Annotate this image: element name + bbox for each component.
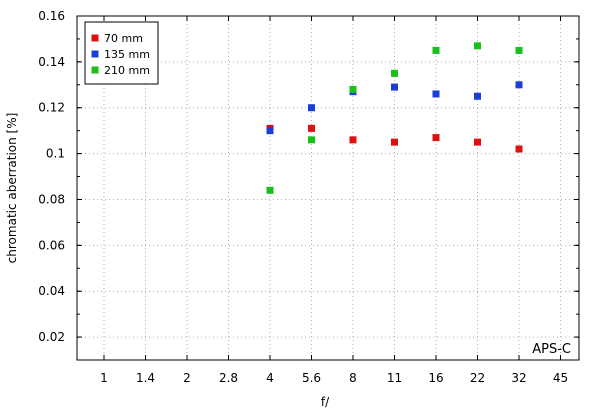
legend-label: 210 mm (104, 64, 150, 77)
y-tick-label: 0.14 (38, 55, 65, 69)
x-tick-labels: 1 1.4 2 2.8 4 5.6 8 11 16 22 32 45 (100, 371, 568, 385)
y-axis-title: chromatic aberration [%] (5, 113, 19, 264)
data-point (474, 92, 481, 100)
x-tick-label: 45 (553, 371, 568, 385)
y-tick-label: 0.16 (38, 9, 65, 23)
data-point (474, 138, 481, 146)
data-point (515, 46, 523, 54)
x-tick-label: 11 (387, 371, 402, 385)
data-point (349, 85, 357, 93)
data-point (308, 136, 315, 144)
legend-label: 70 mm (104, 32, 143, 45)
data-point (266, 186, 274, 194)
y-tick-labels: 0.02 0.04 0.06 0.08 0.1 0.12 0.14 0.16 (38, 9, 65, 344)
x-tick-label: 5.6 (302, 371, 321, 385)
data-point (308, 104, 315, 112)
x-tick-label: 32 (511, 371, 526, 385)
data-point (432, 46, 440, 54)
data-point (474, 42, 481, 50)
data-point (515, 145, 523, 153)
legend: 70 mm 135 mm 210 mm (84, 21, 159, 85)
x-axis-title: f/ (321, 395, 330, 409)
legend-marker (91, 50, 99, 58)
x-tick-label: 1.4 (136, 371, 155, 385)
y-tick-label: 0.04 (38, 284, 65, 298)
y-tick-label: 0.1 (46, 147, 65, 161)
legend-label: 135 mm (104, 48, 150, 61)
data-point (308, 124, 315, 132)
data-point (391, 83, 398, 91)
legend-marker (91, 66, 99, 74)
x-tick-label: 2.8 (219, 371, 238, 385)
y-tick-label: 0.02 (38, 330, 65, 344)
legend-marker (91, 34, 99, 42)
data-point (432, 134, 440, 142)
data-point (515, 81, 523, 89)
x-tick-label: 1 (100, 371, 108, 385)
data-point (391, 69, 398, 77)
x-tick-label: 22 (470, 371, 485, 385)
y-tick-label: 0.12 (38, 101, 65, 115)
plot-background (77, 16, 579, 360)
data-point (349, 136, 357, 144)
y-tick-label: 0.08 (38, 192, 65, 206)
x-tick-label: 16 (428, 371, 443, 385)
x-tick-label: 8 (349, 371, 357, 385)
data-point (266, 127, 274, 135)
aps-c-annotation: APS-C (532, 342, 571, 357)
x-tick-label: 2 (183, 371, 191, 385)
x-tick-label: 4 (266, 371, 274, 385)
data-point (432, 90, 440, 98)
plot-frame (76, 15, 580, 361)
data-points (266, 42, 523, 194)
data-point (391, 138, 398, 146)
y-tick-label: 0.06 (38, 238, 65, 252)
